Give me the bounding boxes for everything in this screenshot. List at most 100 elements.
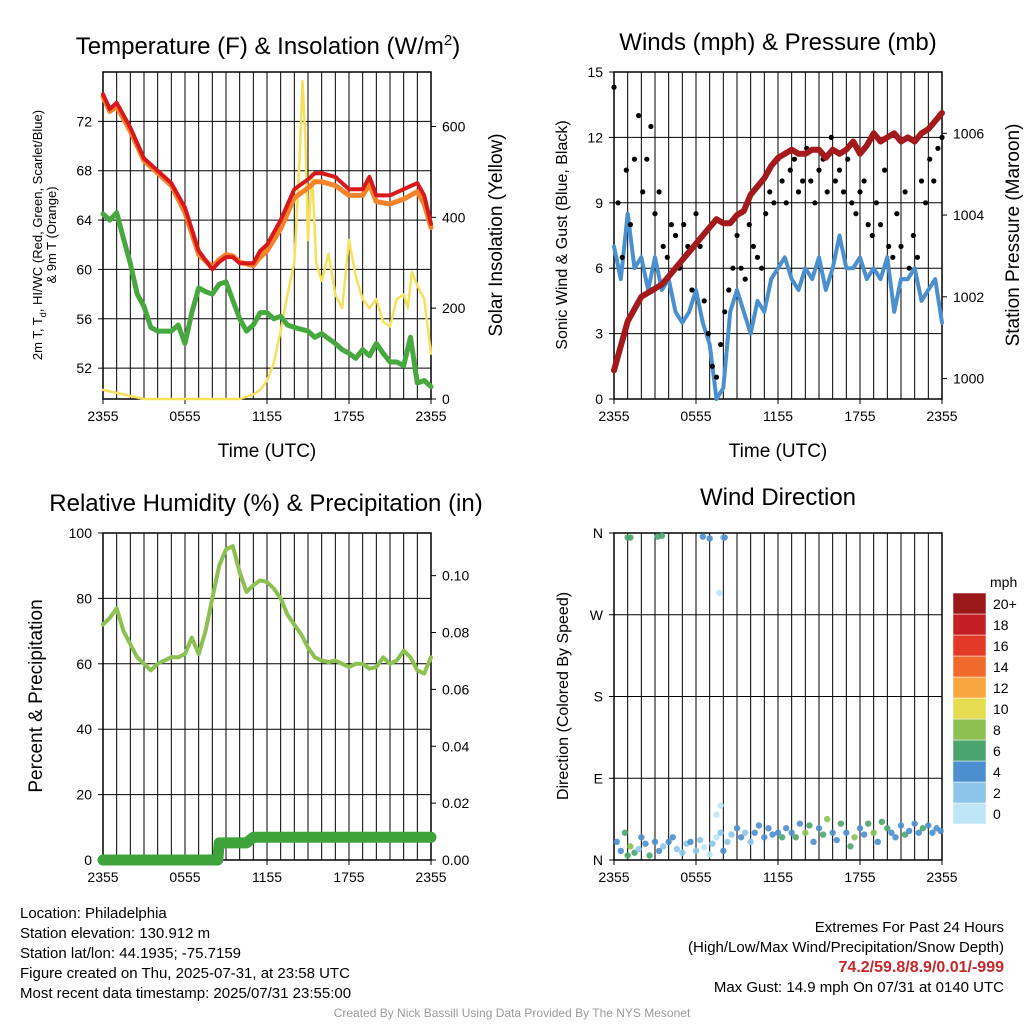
y2-tick-label: 0.04 [442, 738, 469, 754]
y-tick-label: 3 [595, 326, 603, 342]
direction-point [915, 829, 922, 836]
direction-point [717, 802, 724, 809]
y-tick-label: 68 [76, 163, 92, 179]
gust-point [791, 156, 798, 162]
gust-point [767, 189, 773, 195]
direction-point [929, 829, 936, 836]
x-tick-label: 1755 [333, 869, 364, 885]
x-tick-label: 0555 [169, 408, 200, 424]
direction-point [892, 834, 899, 841]
winds-panel: Winds (mph) & Pressure (mb) Sonic Wind &… [554, 29, 1024, 462]
gust-point [738, 265, 744, 271]
gust-point [890, 254, 896, 260]
y2-tick-label: 0.00 [442, 852, 469, 868]
y2-tick-label: 400 [442, 209, 466, 225]
gust-point [894, 211, 900, 217]
direction-point [751, 829, 758, 836]
colorbar-label: 16 [993, 638, 1009, 654]
gust-point [631, 156, 638, 162]
gust-point [841, 189, 847, 195]
direction-point [878, 818, 886, 826]
direction-point [856, 825, 864, 832]
direction-point [692, 847, 700, 855]
pressure-line [611, 109, 945, 374]
y2-tick-label: 0.02 [442, 795, 469, 811]
gust-point [722, 309, 728, 315]
colorbar-swatch [952, 697, 987, 720]
colorbar-swatch [952, 613, 987, 636]
direction-point [728, 831, 735, 838]
gust-point [701, 298, 707, 304]
colorbar-label: 20+ [993, 596, 1017, 612]
direction-point [646, 852, 653, 859]
direction-point [833, 836, 840, 844]
direction-point [815, 825, 823, 832]
direction-point [673, 845, 681, 853]
direction-point [810, 838, 817, 846]
gust-point [824, 189, 830, 195]
direction-point [706, 535, 713, 542]
y-tick-label: 12 [587, 129, 603, 145]
winds-xlabel: Time (UTC) [729, 441, 828, 462]
x-tick-label: 1755 [844, 869, 875, 885]
direction-point [665, 838, 672, 846]
gust-point [849, 200, 855, 206]
gust-point [640, 189, 646, 195]
direction-point [937, 827, 944, 835]
colorbar-swatch [952, 739, 987, 762]
colorbar-swatch [952, 781, 987, 804]
gust-point [754, 254, 761, 260]
colorbar-label: 4 [993, 764, 1001, 780]
y-tick-label: 72 [76, 113, 92, 129]
y2-tick-label: 1006 [953, 125, 984, 141]
temperature-xlabel: Time (UTC) [218, 441, 317, 462]
y2-tick-label: 0.06 [442, 681, 469, 697]
humidity-ylabel-left: Percent & Precipitation [26, 599, 47, 792]
y2-tick-label: 600 [442, 119, 466, 135]
gust-point [808, 178, 814, 184]
y2-tick-label: 0.10 [442, 568, 469, 584]
gust-point [644, 156, 650, 162]
extremes-title: Extremes For Past 24 Hours [814, 919, 1004, 936]
gust-point [623, 167, 629, 173]
direction-point [721, 534, 728, 541]
direction-point [687, 838, 694, 846]
gust-point [660, 243, 666, 249]
gust-point [861, 178, 867, 184]
direction-point [624, 852, 631, 859]
direction-point [642, 840, 649, 847]
gust-point [923, 200, 929, 206]
humidity-title: Relative Humidity (%) & Precipitation (i… [49, 490, 482, 517]
gust-point [853, 211, 859, 217]
x-tick-label: 1755 [333, 408, 364, 424]
colorbar-swatch [952, 592, 987, 615]
direction-point [701, 844, 708, 851]
y-tick-label: S [594, 689, 603, 705]
gust-point [611, 84, 617, 90]
direction-point [742, 829, 749, 836]
colorbar-label: 6 [993, 743, 1001, 759]
direction-point [819, 831, 827, 838]
direction-point [796, 820, 804, 827]
plot-frame [613, 71, 943, 400]
direction-point [919, 825, 927, 832]
direction-point [769, 831, 776, 838]
direction-point [792, 834, 799, 841]
gust-point [615, 200, 621, 206]
colorbar-swatch [952, 655, 987, 678]
y2-tick-label: 0 [442, 391, 450, 407]
winds-ylabel-left: Sonic Wind & Gust (Blue, Black) [554, 120, 571, 349]
colorbar-label: 14 [993, 659, 1009, 675]
gust-point [705, 331, 711, 337]
gust-point [836, 167, 843, 173]
max-gust: Max Gust: 14.9 mph On 07/31 at 0140 UTC [713, 979, 1004, 996]
x-tick-label: 1755 [844, 408, 875, 424]
x-tick-label: 1155 [763, 408, 793, 424]
direction-point [806, 822, 813, 829]
direction-point [829, 829, 836, 836]
extremes-values: 74.2/59.8/8.9/0.01/-999 [838, 959, 1004, 976]
x-tick-label: 2355 [598, 869, 629, 885]
direction-point [897, 822, 905, 829]
recent-data-timestamp: Most recent data timestamp: 2025/07/31 2… [20, 985, 352, 1002]
direction-point [851, 834, 858, 841]
